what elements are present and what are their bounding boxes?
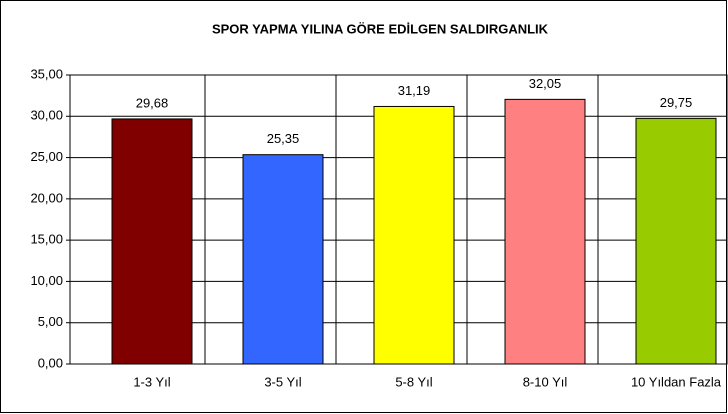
y-tick-label: 15,00	[30, 232, 63, 247]
data-label: 29,75	[660, 95, 693, 110]
x-tick-label: 3-5 Yıl	[264, 374, 301, 389]
y-tick-label: 20,00	[30, 190, 63, 205]
x-tick-label: 5-8 Yıl	[395, 374, 432, 389]
bar	[111, 118, 193, 365]
category-separators	[204, 75, 599, 364]
bar	[242, 154, 324, 365]
y-tick-label: 0,00	[38, 355, 63, 370]
x-tick-label: 8-10 Yıl	[523, 374, 568, 389]
chart-title: SPOR YAPMA YILINA GÖRE EDİLGEN SALDIRGAN…	[212, 21, 549, 36]
data-label: 29,68	[136, 95, 169, 110]
y-tick-label: 5,00	[38, 314, 63, 329]
y-tick-label: 30,00	[30, 108, 63, 123]
y-tick-label: 35,00	[30, 66, 63, 81]
data-label: 25,35	[267, 131, 300, 146]
y-tick-label: 25,00	[30, 149, 63, 164]
bar	[635, 117, 717, 365]
bar	[504, 98, 586, 365]
x-tick-label: 1-3 Yıl	[133, 374, 170, 389]
y-tick-label: 10,00	[30, 273, 63, 288]
data-label: 31,19	[398, 83, 431, 98]
data-label: 32,05	[529, 76, 562, 91]
bar	[373, 105, 455, 365]
x-tick-label: 10 Yıldan Fazla	[631, 374, 722, 389]
